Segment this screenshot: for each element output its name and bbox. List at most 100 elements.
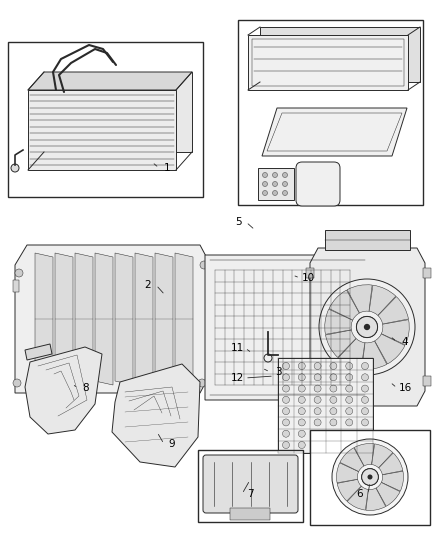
Circle shape [346,419,353,426]
Text: 1: 1 [164,163,170,173]
FancyBboxPatch shape [203,455,298,513]
Circle shape [314,397,321,403]
Polygon shape [44,72,192,152]
Bar [423,268,431,278]
Circle shape [298,385,305,392]
Circle shape [298,430,305,437]
Polygon shape [28,72,192,90]
Circle shape [262,190,268,196]
Polygon shape [155,253,173,385]
Text: 3: 3 [275,367,281,377]
Circle shape [272,182,278,187]
Circle shape [330,362,337,369]
Circle shape [357,317,378,337]
Circle shape [13,379,21,387]
Bar [306,268,314,278]
Circle shape [283,374,290,381]
Polygon shape [260,27,420,82]
Circle shape [357,317,378,337]
Circle shape [283,173,287,177]
Circle shape [314,430,321,437]
Circle shape [346,385,353,392]
Wedge shape [362,341,387,369]
Circle shape [361,441,368,448]
Wedge shape [378,297,409,324]
Circle shape [314,362,321,369]
Circle shape [361,430,368,437]
Polygon shape [175,253,193,385]
Circle shape [319,279,415,375]
Bar [278,358,373,453]
Circle shape [283,408,290,415]
Circle shape [346,362,353,369]
Circle shape [330,408,337,415]
Circle shape [262,173,268,177]
Circle shape [298,441,305,448]
Circle shape [330,430,337,437]
Wedge shape [347,285,372,313]
Circle shape [346,408,353,415]
Circle shape [361,374,368,381]
Circle shape [346,374,353,381]
Wedge shape [376,482,400,506]
Circle shape [283,441,290,448]
Polygon shape [135,253,153,385]
Bar [325,230,410,250]
Circle shape [262,182,268,187]
Circle shape [361,408,368,415]
Circle shape [298,374,305,381]
Circle shape [361,397,368,403]
Text: 6: 6 [357,489,363,499]
Wedge shape [374,334,405,364]
Circle shape [314,419,321,426]
Circle shape [272,173,278,177]
Text: 10: 10 [301,273,314,283]
Bar [230,508,270,520]
Circle shape [298,408,305,415]
Circle shape [346,441,353,448]
Bar [310,430,430,525]
Circle shape [272,190,278,196]
Text: 12: 12 [230,373,244,383]
Polygon shape [262,108,407,156]
Circle shape [330,385,337,392]
Text: 9: 9 [169,439,175,449]
Wedge shape [379,453,403,474]
Circle shape [361,419,368,426]
Circle shape [15,269,23,277]
FancyBboxPatch shape [296,162,340,206]
Bar [238,20,423,205]
Polygon shape [310,248,425,406]
Bar [258,168,294,200]
Circle shape [367,474,372,480]
Wedge shape [369,285,396,316]
Wedge shape [381,320,409,345]
Bar [306,376,314,386]
Polygon shape [28,90,176,170]
Text: 8: 8 [83,383,89,393]
Wedge shape [338,338,365,369]
Circle shape [346,430,353,437]
Circle shape [198,379,206,387]
Circle shape [330,397,337,403]
Wedge shape [337,479,361,501]
Polygon shape [205,255,370,400]
Wedge shape [325,330,356,358]
Polygon shape [115,253,133,385]
Wedge shape [372,444,393,468]
Circle shape [283,190,287,196]
Circle shape [314,408,321,415]
Polygon shape [248,35,408,90]
Circle shape [361,362,368,369]
Wedge shape [329,290,359,320]
Bar [206,305,212,317]
Circle shape [283,419,290,426]
Circle shape [283,182,287,187]
Circle shape [283,385,290,392]
Bar [252,39,404,86]
Circle shape [298,362,305,369]
Bar [8,42,203,197]
Circle shape [298,397,305,403]
Polygon shape [15,245,208,393]
Circle shape [314,385,321,392]
